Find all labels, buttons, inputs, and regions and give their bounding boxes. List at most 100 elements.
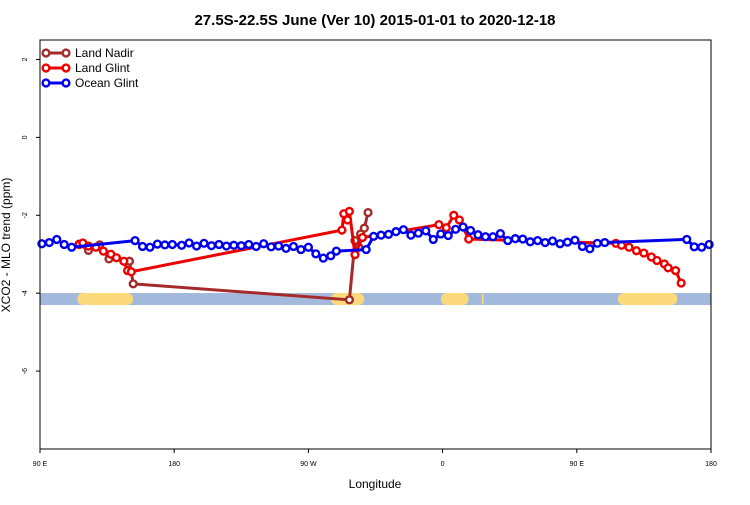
point-ocean-glint-51 xyxy=(495,228,505,239)
point-land-glint-23 xyxy=(624,242,634,252)
point-ocean-glint-58 xyxy=(547,236,558,246)
point-land-glint-25 xyxy=(639,248,649,258)
point-ocean-glint-44 xyxy=(443,230,453,241)
point-ocean-glint-67 xyxy=(689,242,699,252)
point-ocean-glint-38 xyxy=(398,225,409,235)
point-land-glint-16 xyxy=(434,220,444,230)
point-land-glint-6 xyxy=(111,253,122,263)
point-land-glint-12 xyxy=(342,215,353,225)
point-ocean-glint-0 xyxy=(37,239,47,249)
chart-title: 27.5S-22.5S June (Ver 10) 2015-01-01 to … xyxy=(194,12,555,29)
legend-marker-right-ocean-glint xyxy=(61,78,71,88)
land-segment-4 xyxy=(617,293,678,306)
point-land-glint-24 xyxy=(631,246,642,256)
point-ocean-glint-30 xyxy=(318,253,328,263)
point-ocean-glint-59 xyxy=(555,239,565,249)
x-tick-label-0: 90 E xyxy=(33,461,48,468)
point-ocean-glint-1 xyxy=(44,237,54,248)
legend-marker-right-land-nadir xyxy=(61,48,71,58)
point-ocean-glint-63 xyxy=(585,244,595,254)
point-land-glint-17 xyxy=(441,223,451,233)
land-segment-2 xyxy=(440,293,469,306)
legend-marker-right-land-glint xyxy=(61,63,71,73)
y-tick-label-2: -2 xyxy=(22,212,29,218)
point-land-nadir-6 xyxy=(344,295,355,305)
point-ocean-glint-39 xyxy=(406,230,416,240)
y-axis-label: XCO2 - MLO trend (ppm) xyxy=(0,178,13,313)
x-axis: 90 E 180 90 W 0 90 E 180 xyxy=(33,449,717,468)
point-ocean-glint-29 xyxy=(311,249,321,259)
point-ocean-glint-26 xyxy=(288,241,299,252)
point-ocean-glint-21 xyxy=(251,241,261,252)
point-ocean-glint-3 xyxy=(59,239,69,250)
point-ocean-glint-52 xyxy=(503,236,513,246)
land-segment-0 xyxy=(77,293,134,306)
point-ocean-glint-22 xyxy=(259,239,269,249)
point-ocean-glint-46 xyxy=(458,222,468,232)
point-ocean-glint-7 xyxy=(145,242,155,252)
point-ocean-glint-56 xyxy=(533,236,543,246)
point-land-glint-9 xyxy=(126,267,136,277)
point-land-glint-10 xyxy=(337,225,347,235)
point-ocean-glint-42 xyxy=(428,234,438,245)
point-ocean-glint-18 xyxy=(229,240,239,250)
point-ocean-glint-57 xyxy=(540,237,550,248)
point-ocean-glint-35 xyxy=(376,230,386,240)
point-land-glint-20 xyxy=(464,234,474,244)
x-tick-label-1: 180 xyxy=(168,461,180,468)
point-ocean-glint-40 xyxy=(413,228,423,238)
x-tick-label-5: 180 xyxy=(705,461,717,468)
point-land-glint-15 xyxy=(357,232,368,243)
point-ocean-glint-65 xyxy=(600,237,610,248)
legend-marker-left-land-nadir xyxy=(41,48,51,58)
point-ocean-glint-15 xyxy=(206,241,217,251)
y-tick-label-3: -4 xyxy=(22,290,29,296)
point-ocean-glint-68 xyxy=(697,242,707,252)
point-land-nadir-11 xyxy=(363,207,373,218)
legend-label-land-glint: Land Glint xyxy=(75,61,130,75)
legend-marker-left-ocean-glint xyxy=(41,78,51,88)
point-ocean-glint-9 xyxy=(160,240,170,250)
point-land-glint-14 xyxy=(350,250,360,260)
point-ocean-glint-33 xyxy=(361,244,371,255)
point-land-glint-19 xyxy=(454,215,464,225)
point-ocean-glint-37 xyxy=(391,227,401,237)
x-tick-label-3: 0 xyxy=(441,461,445,468)
point-ocean-glint-8 xyxy=(152,239,163,249)
point-ocean-glint-20 xyxy=(244,239,254,250)
point-ocean-glint-60 xyxy=(562,237,573,247)
y-tick-label-1: 0 xyxy=(22,135,29,139)
ocean-bar xyxy=(40,293,711,306)
y-tick-label-4: -6 xyxy=(22,368,29,374)
point-land-glint-7 xyxy=(119,256,129,266)
point-ocean-glint-5 xyxy=(130,236,140,246)
series-layer xyxy=(37,206,714,305)
point-ocean-glint-53 xyxy=(510,234,520,244)
x-tick-label-2: 90 W xyxy=(300,461,317,468)
land-ocean-bar xyxy=(40,293,711,306)
point-ocean-glint-49 xyxy=(480,232,491,242)
point-ocean-glint-19 xyxy=(236,241,246,251)
point-land-nadir-5 xyxy=(128,279,138,289)
point-land-glint-4 xyxy=(98,246,108,256)
point-ocean-glint-47 xyxy=(465,225,476,236)
point-ocean-glint-36 xyxy=(383,229,394,239)
point-ocean-glint-14 xyxy=(199,238,209,248)
point-ocean-glint-66 xyxy=(682,234,692,245)
point-ocean-glint-25 xyxy=(281,243,291,253)
point-land-glint-18 xyxy=(449,210,459,220)
point-ocean-glint-2 xyxy=(52,234,62,245)
point-ocean-glint-23 xyxy=(266,242,276,252)
point-ocean-glint-43 xyxy=(436,229,446,239)
point-ocean-glint-10 xyxy=(167,239,177,250)
y-axis: 2 0 -2 -4 -6 xyxy=(22,57,40,374)
plot-frame xyxy=(39,39,712,450)
point-ocean-glint-24 xyxy=(273,241,284,251)
point-land-glint-30 xyxy=(670,265,681,276)
point-ocean-glint-50 xyxy=(488,232,498,242)
legend-marker-left-land-glint xyxy=(41,63,51,73)
x-tick-label-4: 90 E xyxy=(570,461,585,468)
